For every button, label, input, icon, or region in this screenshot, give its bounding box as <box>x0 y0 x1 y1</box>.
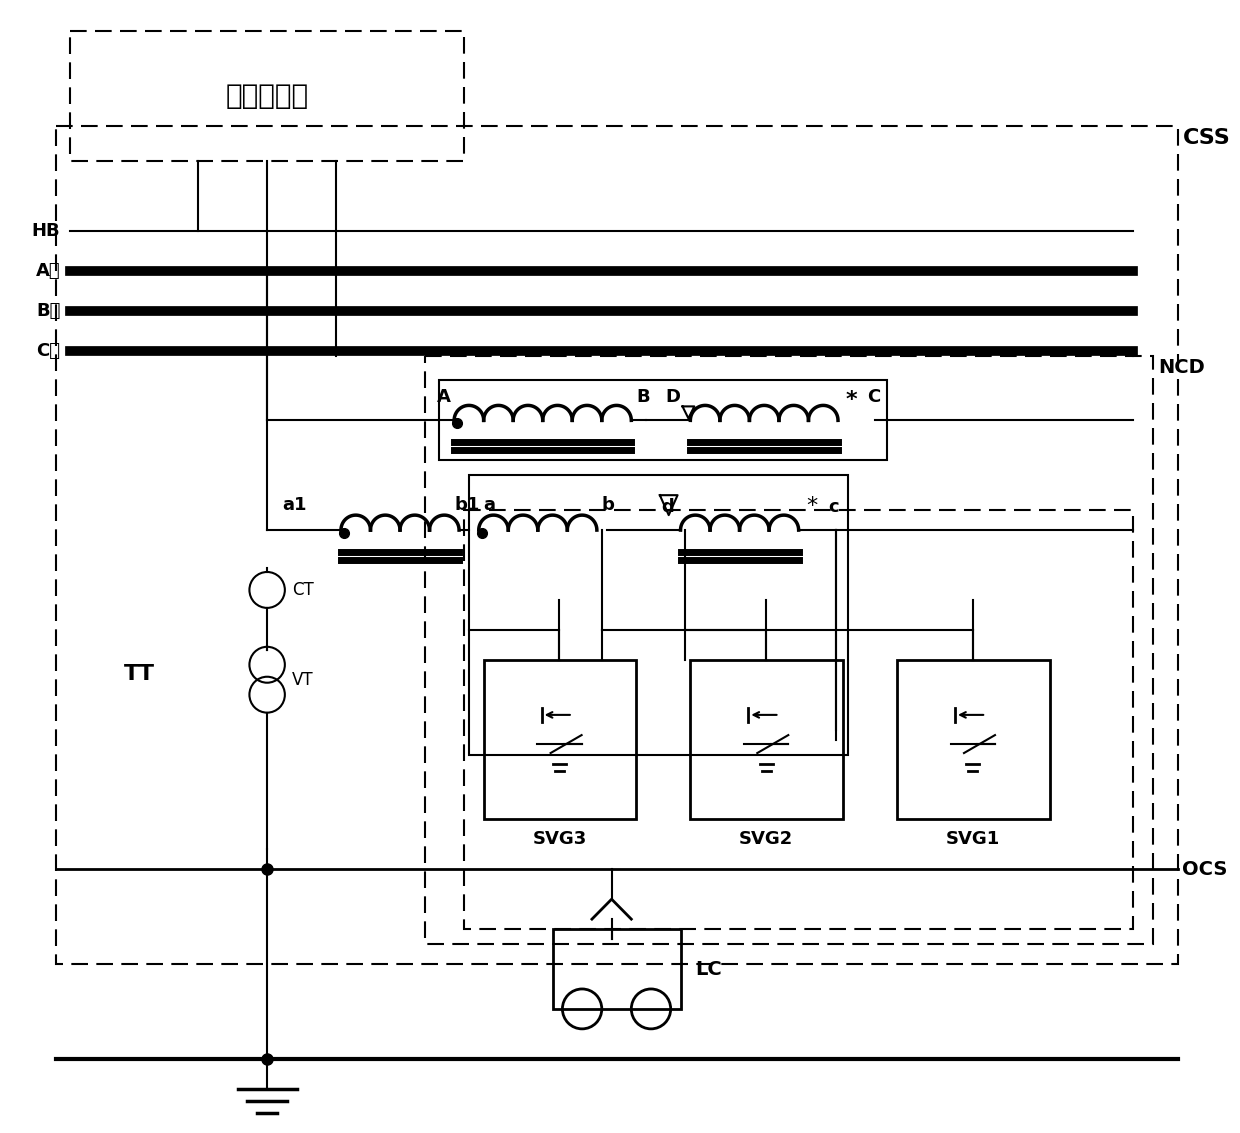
Text: TT: TT <box>124 664 155 683</box>
Text: CSS: CSS <box>1183 128 1230 148</box>
Text: *: * <box>806 496 817 517</box>
Text: NCD: NCD <box>1158 358 1204 376</box>
Text: c: c <box>828 499 838 517</box>
Text: d: d <box>661 499 673 517</box>
Text: SVG3: SVG3 <box>532 830 587 849</box>
Text: HB: HB <box>32 222 61 240</box>
Text: OCS: OCS <box>1183 860 1228 879</box>
Text: LC: LC <box>696 960 722 979</box>
Text: D: D <box>666 389 681 407</box>
Text: C相: C相 <box>36 341 61 359</box>
Text: a: a <box>484 496 496 514</box>
Text: SVG1: SVG1 <box>946 830 999 849</box>
Text: B: B <box>636 389 650 407</box>
Text: *: * <box>846 391 858 410</box>
Text: A: A <box>438 389 451 407</box>
Text: B相: B相 <box>36 301 61 320</box>
Text: SVG2: SVG2 <box>739 830 794 849</box>
Text: a1: a1 <box>281 496 306 514</box>
Text: C: C <box>868 389 880 407</box>
Text: b1: b1 <box>454 496 480 514</box>
Text: b: b <box>601 496 615 514</box>
Text: CT: CT <box>291 581 314 599</box>
Text: A相: A相 <box>36 262 61 280</box>
Text: VT: VT <box>291 671 314 689</box>
Text: 电网变电站: 电网变电站 <box>226 83 309 110</box>
